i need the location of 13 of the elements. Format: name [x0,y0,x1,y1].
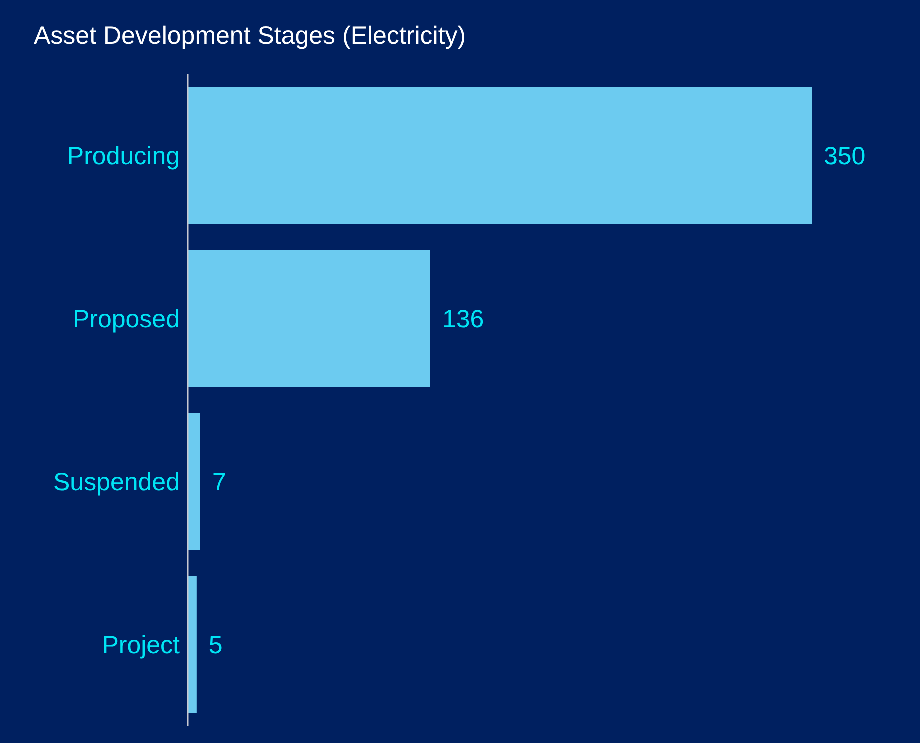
data-label: 7 [212,468,226,496]
bar [188,576,197,714]
data-label: 350 [824,142,866,170]
y-tick-label: Proposed [72,305,180,334]
bar [188,87,812,224]
data-label: 5 [208,631,223,660]
y-tick-label: Suspended [53,468,180,496]
y-tick-label: Project [102,631,180,660]
bar [188,413,200,550]
bar [188,250,430,388]
y-tick-label: Producing [67,142,180,170]
data-label: 136 [442,305,484,334]
chart-title: Asset Development Stages (Electricity) [34,22,466,51]
